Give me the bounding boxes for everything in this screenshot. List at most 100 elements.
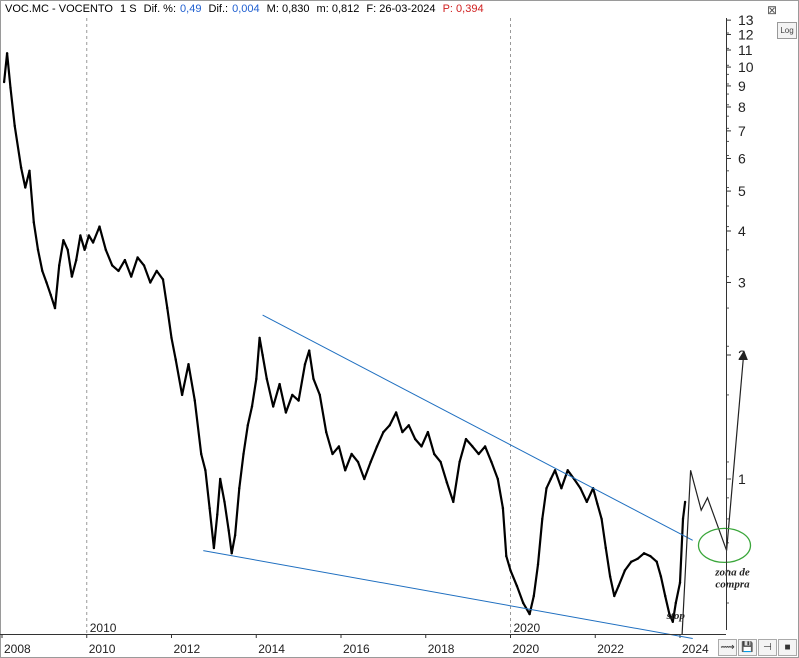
price-point [261,353,264,357]
y-tick-label: 8 [738,99,746,115]
save-icon[interactable]: 💾 [738,639,757,656]
price-point [331,452,334,456]
price-point [9,86,12,90]
price-point [2,80,6,84]
max-label: M: 0,830 [266,3,310,15]
inline-year-label: 2020 [514,621,541,635]
price-point [75,258,78,262]
price-point [394,411,398,414]
price-point [636,557,639,560]
price-point [70,275,74,278]
price-point [501,506,505,510]
price-point [337,445,341,448]
price-point [604,546,607,550]
price-point [149,281,152,284]
price-point [674,601,677,605]
y-tick-label: 9 [738,78,746,94]
price-point [49,293,52,296]
price-point [579,487,582,490]
price-point [566,469,569,472]
price-point [308,349,311,352]
price-point [36,248,40,251]
price-point [659,575,663,578]
price-point [24,186,27,189]
price-point [452,500,455,504]
price-point [111,264,114,267]
price-point [350,452,353,456]
projection-arrow [681,350,748,635]
price-point [161,278,165,281]
price-point [136,256,139,259]
price-point [13,124,16,128]
buy-zone-ellipse [697,527,752,564]
price-point [369,460,372,464]
price-point [155,269,158,273]
price-point [272,405,275,408]
price-point [117,269,120,273]
drawing-tool-button[interactable]: ⟿ [718,639,737,656]
price-point [325,430,328,434]
y-axis-line [726,18,727,630]
price-point [617,584,620,588]
period-label: 1 S [120,3,137,15]
x-axis-line [0,634,726,635]
price-point [130,275,133,278]
x-tick-label: 2022 [597,642,624,656]
price-point [41,269,44,273]
price-point [170,336,173,340]
price-point [668,612,671,616]
price-point [28,169,31,172]
y-tick-label: 4 [738,223,746,239]
price-point [223,500,226,504]
price-point [426,430,430,434]
price-point [596,502,599,506]
y-tick-label: 12 [738,26,754,42]
price-point [193,399,196,402]
y-tick-label: 10 [738,59,754,75]
price-point [79,234,82,237]
price-point [230,552,233,555]
price-point [471,445,474,448]
price-point [180,393,184,397]
price-point [363,477,366,481]
price-point [87,234,91,237]
price-point [522,601,525,605]
price-label: P: 0,394 [442,3,484,15]
price-point [528,612,531,616]
price-point [98,225,101,228]
price-point [204,469,207,472]
price-point [45,281,48,284]
price-point [433,452,436,456]
x-tick-label: 2018 [428,642,455,656]
y-tick-label: 2 [738,347,746,363]
y-tick-label: 5 [738,183,746,199]
stop-label: stop [666,610,686,622]
price-point [278,382,281,386]
price-point [227,529,230,532]
price-point [284,411,288,414]
x-tick-label: 2016 [343,642,370,656]
price-line [3,52,687,623]
price-point [664,594,667,598]
price-point [490,460,493,464]
price-point [212,546,216,550]
price-point [208,506,211,510]
chart-header: VOC.MC - VOCENTO 1 S Dif. %: 0,49 Dif.: 0,… [5,3,488,19]
price-point [464,437,468,441]
price-point [407,424,410,427]
log-toggle-button[interactable]: Log [777,22,797,39]
price-point [414,437,417,441]
price-point [536,563,540,566]
y-tick-label: 1 [738,471,746,487]
price-point [509,569,512,572]
dif-label: Dif.: [208,3,229,15]
price-point [66,248,69,251]
price-point [255,377,258,381]
date-label: F: 26-03-2024 [366,3,436,15]
close-button[interactable]: ⊠ [767,3,778,17]
stop-square-icon[interactable]: ■ [778,639,797,656]
price-point [238,487,241,490]
price-point [642,552,646,555]
price-point [477,452,480,456]
pin-icon[interactable]: ⊣ [758,639,777,656]
